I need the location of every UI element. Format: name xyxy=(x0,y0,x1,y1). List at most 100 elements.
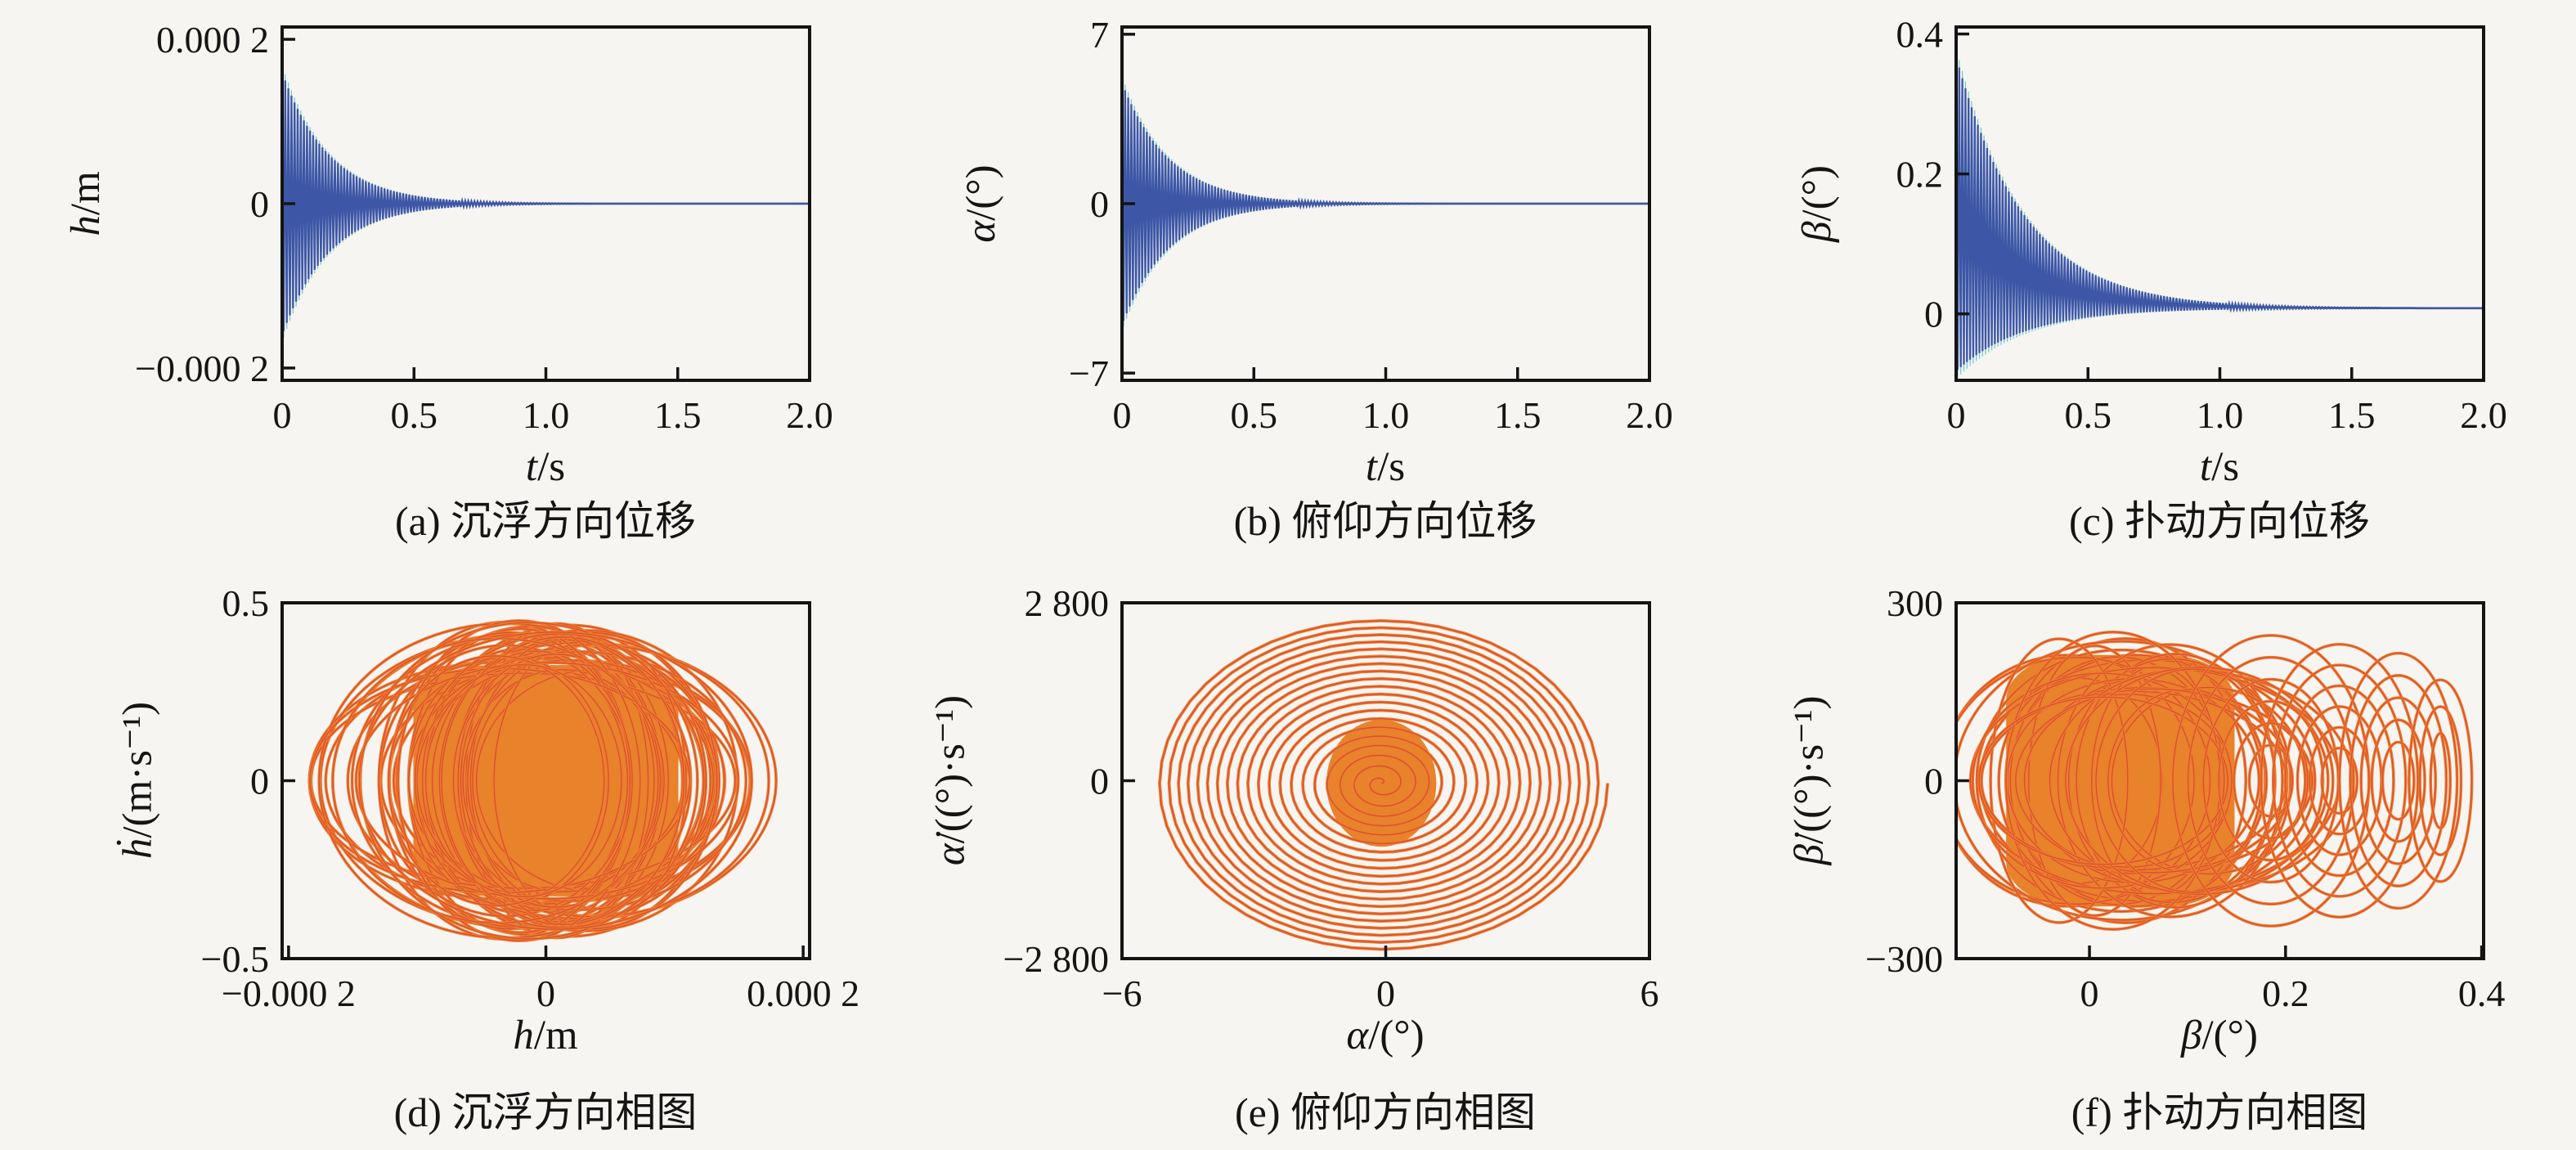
x-tick-label: 0 xyxy=(1376,973,1395,1014)
y-tick-label: −0.000 2 xyxy=(135,348,269,389)
phase-spiral-inner xyxy=(1159,620,1609,950)
phase-ring xyxy=(2009,656,2225,905)
phase-ring xyxy=(358,631,752,930)
y-tick-label: 0 xyxy=(1924,294,1943,335)
subplot-caption-d: (d) 沉浮方向相图 xyxy=(393,1089,698,1135)
phase-ring xyxy=(388,655,605,906)
phase-ring xyxy=(452,654,659,908)
y-tick-label: 0 xyxy=(1090,761,1109,802)
phase-ring xyxy=(2321,747,2358,815)
data-series-e xyxy=(1158,618,1609,951)
x-tick-label: 2.0 xyxy=(1626,394,1673,436)
phase-ring xyxy=(1978,696,2228,865)
phase-ring xyxy=(2408,679,2473,883)
y-axis-title: β/(°) xyxy=(1794,165,1840,242)
y-axis-title: α/(°) xyxy=(958,164,1004,243)
phase-ring xyxy=(2111,686,2306,875)
x-tick-label: 0 xyxy=(1113,394,1132,436)
x-tick-label: 0.5 xyxy=(2065,394,2112,436)
x-tick-label: 1.0 xyxy=(523,394,570,436)
x-tick-label: 6 xyxy=(1640,973,1659,1014)
phase-ring xyxy=(2233,722,2309,839)
phase-ring xyxy=(2107,689,2268,873)
x-tick-label: 0.4 xyxy=(2458,973,2506,1014)
x-axis-title: t/s xyxy=(1365,444,1406,490)
x-tick-label: 0.2 xyxy=(2262,973,2309,1014)
subplot-caption-b: (b) 俯仰方向位移 xyxy=(1233,498,1537,544)
phase-ring xyxy=(355,662,739,900)
phase-ring xyxy=(2430,732,2451,829)
x-axis-title: β/(°) xyxy=(2181,1013,2258,1058)
x-tick-label: 1.5 xyxy=(1494,394,1542,436)
damped-oscillation xyxy=(282,72,810,331)
y-tick-label: 300 xyxy=(1887,582,1943,624)
y-tick-label: 0 xyxy=(1924,761,1943,802)
x-tick-label: 0.000 2 xyxy=(747,973,859,1014)
phase-ring xyxy=(2360,697,2436,865)
phase-ring xyxy=(2095,668,2291,893)
x-tick-label: 2.0 xyxy=(2460,394,2507,436)
y-tick-label: 0.4 xyxy=(1896,14,1944,56)
data-series-b xyxy=(1122,76,1649,327)
x-tick-label: 1.0 xyxy=(2197,394,2244,436)
x-tick-label: 1.0 xyxy=(1362,394,1410,436)
x-tick-label: 1.5 xyxy=(654,394,702,436)
y-tick-label: 0 xyxy=(1090,183,1109,225)
x-tick-label: 0 xyxy=(1947,394,1966,436)
data-series-a xyxy=(282,65,810,338)
phase-ring xyxy=(2273,664,2407,897)
y-tick-label: 7 xyxy=(1090,14,1109,56)
x-axis-title: α/(°) xyxy=(1346,1013,1425,1058)
y-axis-title: α̇/((°)·s⁻¹) xyxy=(927,694,974,866)
y-tick-label: 0.000 2 xyxy=(156,19,269,61)
subplot-caption-a: (a) 沉浮方向位移 xyxy=(395,498,696,544)
x-tick-label: 0 xyxy=(2080,973,2099,1014)
x-tick-label: 1.5 xyxy=(2328,394,2376,436)
phase-ring xyxy=(1990,638,2129,923)
phase-ring xyxy=(397,620,641,941)
phase-ring xyxy=(2188,657,2354,905)
x-axis-title: t/s xyxy=(525,444,566,490)
x-tick-label: 0.5 xyxy=(391,394,438,436)
damped-oscillation xyxy=(1122,83,1649,321)
phase-ring xyxy=(2419,706,2462,856)
y-tick-label: −0.5 xyxy=(201,938,269,980)
phase-ring xyxy=(2068,658,2276,903)
x-tick-label: −0.000 2 xyxy=(222,973,356,1014)
x-tick-label: 2.0 xyxy=(786,394,833,436)
y-tick-label: −300 xyxy=(1865,938,1943,980)
y-axis-title: ḣ/(m·s⁻¹) xyxy=(114,701,161,860)
phase-ring xyxy=(424,664,622,897)
y-tick-label: −2 800 xyxy=(1003,938,1109,980)
phase-ring xyxy=(441,636,684,925)
y-tick-label: 0.5 xyxy=(222,582,270,624)
phase-ring xyxy=(438,650,633,911)
phase-ring xyxy=(415,633,707,928)
x-axis-title: t/s xyxy=(2199,444,2240,490)
data-series-d xyxy=(307,619,778,942)
phase-ring xyxy=(2057,644,2283,918)
phase-ring xyxy=(2349,675,2448,887)
y-axis-title: β̇/((°)·s⁻¹) xyxy=(1786,695,1833,865)
x-tick-label: 0 xyxy=(273,394,292,436)
phase-ring xyxy=(2381,741,2415,820)
x-tick-label: 0 xyxy=(536,973,555,1014)
y-tick-label: 0 xyxy=(250,761,269,802)
phase-ring xyxy=(2284,685,2394,877)
phase-ring xyxy=(2028,645,2161,917)
x-axis-title: h/m xyxy=(513,1013,578,1058)
phase-ring xyxy=(2339,652,2458,910)
subplot-caption-f: (f) 扑动方向相图 xyxy=(2071,1089,2368,1135)
phase-ring xyxy=(1972,672,2233,889)
y-tick-label: 0 xyxy=(250,183,269,225)
y-tick-label: −7 xyxy=(1069,353,1109,394)
y-tick-label: 2 800 xyxy=(1025,582,1110,624)
phase-ring xyxy=(2248,744,2293,817)
phase-ring xyxy=(2309,726,2370,835)
y-axis-title: h/m xyxy=(63,171,109,236)
phase-ring xyxy=(2260,644,2419,918)
damped-oscillation xyxy=(1956,56,2484,371)
subplot-caption-c: (c) 扑动方向位移 xyxy=(2069,498,2370,544)
